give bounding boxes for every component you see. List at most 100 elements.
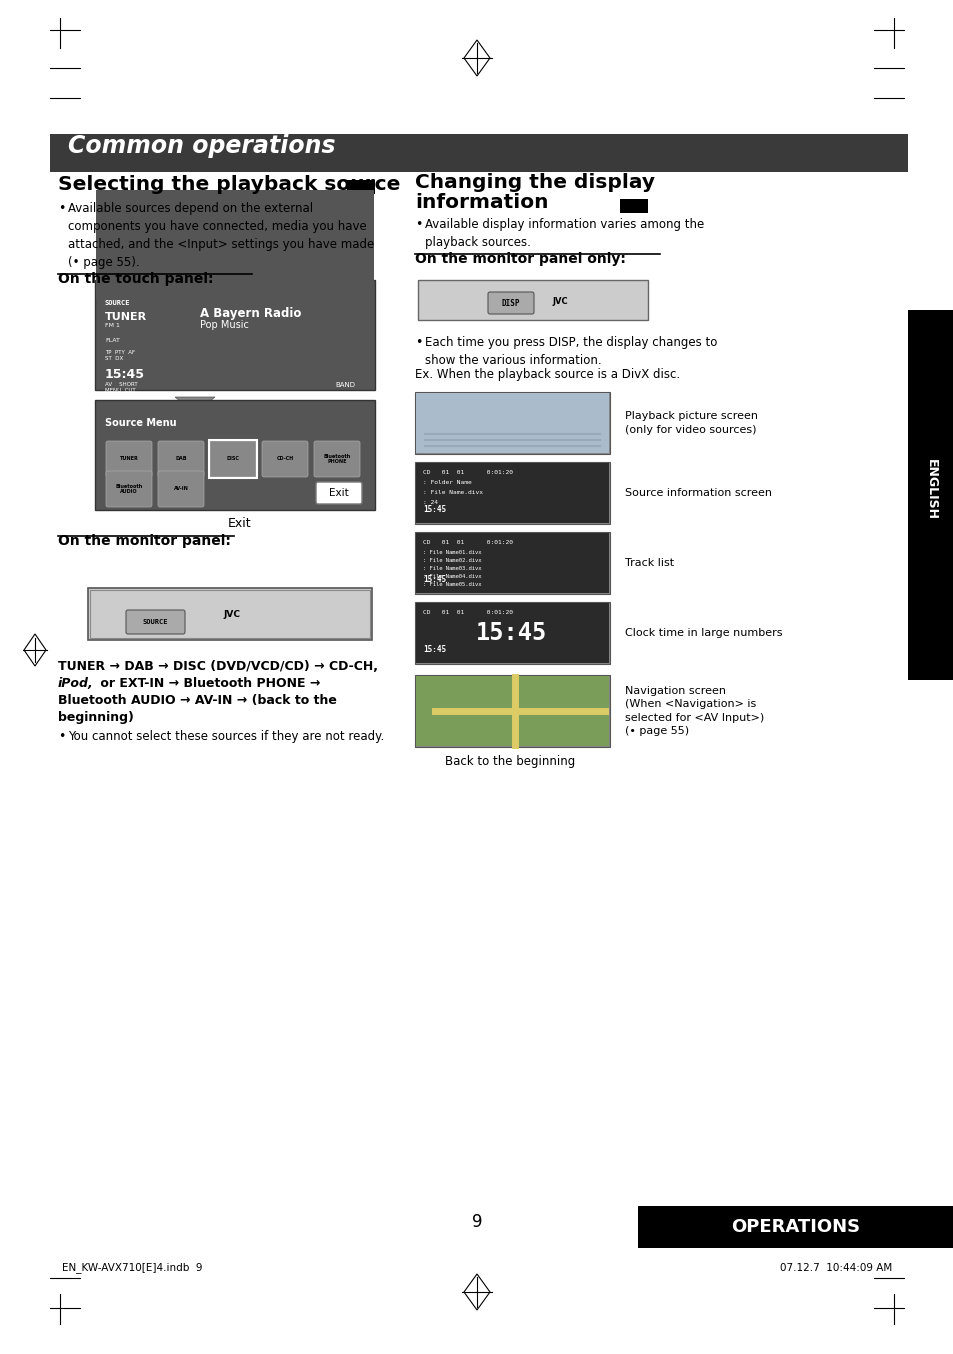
Text: FM 1: FM 1 bbox=[105, 324, 120, 328]
Text: : File Name04.divx: : File Name04.divx bbox=[422, 574, 481, 580]
Bar bbox=[96, 190, 374, 299]
FancyBboxPatch shape bbox=[315, 482, 361, 504]
Text: JVC: JVC bbox=[223, 611, 240, 620]
Bar bbox=[619, 199, 647, 213]
Text: EN_KW-AVX710[E]4.indb  9: EN_KW-AVX710[E]4.indb 9 bbox=[62, 1262, 202, 1274]
Text: AV-IN: AV-IN bbox=[173, 486, 189, 492]
Text: SOURCE: SOURCE bbox=[142, 619, 168, 626]
FancyBboxPatch shape bbox=[262, 441, 308, 477]
Text: : File Name05.divx: : File Name05.divx bbox=[422, 582, 481, 588]
Text: Pop Music: Pop Music bbox=[200, 320, 249, 330]
Text: Ex. When the playback source is a DivX disc.: Ex. When the playback source is a DivX d… bbox=[415, 368, 679, 380]
Text: CD   01  01      0:01:20: CD 01 01 0:01:20 bbox=[422, 470, 513, 475]
Text: TUNER: TUNER bbox=[105, 311, 147, 322]
Text: AV    SHORT
MENU  CUT: AV SHORT MENU CUT bbox=[105, 382, 137, 393]
Text: 07.12.7  10:44:09 AM: 07.12.7 10:44:09 AM bbox=[779, 1263, 891, 1273]
Bar bbox=[638, 1206, 953, 1248]
Text: TUNER → DAB → DISC (DVD/VCD/CD) → CD-CH,: TUNER → DAB → DISC (DVD/VCD/CD) → CD-CH, bbox=[58, 659, 377, 673]
Text: ENGLISH: ENGLISH bbox=[923, 459, 937, 520]
Bar bbox=[415, 603, 609, 663]
Text: Bluetooth AUDIO → AV-IN → (back to the: Bluetooth AUDIO → AV-IN → (back to the bbox=[58, 695, 336, 707]
Text: •: • bbox=[415, 336, 422, 349]
Text: : File Name01.divx: : File Name01.divx bbox=[422, 550, 481, 555]
Bar bbox=[415, 462, 609, 524]
Text: : 24: : 24 bbox=[422, 500, 437, 505]
Text: 15:45: 15:45 bbox=[105, 368, 145, 380]
FancyBboxPatch shape bbox=[126, 611, 185, 634]
Text: DISP: DISP bbox=[501, 298, 519, 307]
Bar bbox=[415, 532, 609, 594]
Text: 15:45: 15:45 bbox=[422, 575, 446, 584]
Text: Available sources depend on the external
components you have connected, media yo: Available sources depend on the external… bbox=[68, 202, 374, 269]
Text: Changing the display: Changing the display bbox=[415, 172, 655, 191]
Text: Selecting the playback source: Selecting the playback source bbox=[58, 175, 400, 194]
Text: BAND: BAND bbox=[335, 382, 355, 389]
Bar bbox=[95, 280, 375, 390]
Text: CD   01  01      0:01:20: CD 01 01 0:01:20 bbox=[422, 540, 513, 546]
Bar bbox=[415, 393, 609, 454]
FancyBboxPatch shape bbox=[488, 292, 534, 314]
Text: Bluetooth
PHONE: Bluetooth PHONE bbox=[323, 454, 351, 464]
Text: Exit: Exit bbox=[228, 517, 252, 529]
Text: On the touch panel:: On the touch panel: bbox=[58, 272, 213, 286]
FancyBboxPatch shape bbox=[106, 441, 152, 477]
Bar bbox=[90, 590, 370, 638]
Bar bbox=[88, 588, 372, 640]
FancyBboxPatch shape bbox=[314, 441, 359, 477]
Bar bbox=[907, 310, 953, 680]
Text: On the monitor panel:: On the monitor panel: bbox=[58, 533, 231, 548]
Bar bbox=[416, 463, 608, 523]
Text: : File Name03.divx: : File Name03.divx bbox=[422, 566, 481, 571]
Text: 15:45: 15:45 bbox=[422, 505, 446, 515]
FancyBboxPatch shape bbox=[210, 441, 255, 477]
Text: Clock time in large numbers: Clock time in large numbers bbox=[624, 628, 781, 638]
Text: information: information bbox=[415, 192, 548, 211]
Text: Exit: Exit bbox=[329, 487, 349, 498]
Polygon shape bbox=[174, 397, 214, 413]
Text: A Bayern Radio: A Bayern Radio bbox=[200, 307, 301, 320]
Text: Source Menu: Source Menu bbox=[105, 418, 176, 428]
Bar bbox=[50, 134, 907, 172]
Text: iPod,: iPod, bbox=[58, 677, 93, 691]
FancyBboxPatch shape bbox=[158, 441, 204, 477]
Text: Each time you press DISP, the display changes to
show the various information.: Each time you press DISP, the display ch… bbox=[424, 336, 717, 367]
Text: TUNER: TUNER bbox=[119, 456, 138, 462]
Text: •: • bbox=[415, 218, 422, 232]
Text: : Folder Name: : Folder Name bbox=[422, 481, 471, 485]
Text: On the monitor panel only:: On the monitor panel only: bbox=[415, 252, 625, 265]
Text: FLAT: FLAT bbox=[105, 338, 120, 343]
Bar bbox=[416, 533, 608, 593]
Text: You cannot select these sources if they are not ready.: You cannot select these sources if they … bbox=[68, 730, 384, 743]
Text: Source information screen: Source information screen bbox=[624, 487, 771, 498]
Bar bbox=[416, 393, 608, 454]
Text: OPERATIONS: OPERATIONS bbox=[731, 1219, 860, 1236]
Text: SOURCE: SOURCE bbox=[105, 301, 131, 306]
Text: •: • bbox=[58, 202, 66, 215]
Bar bbox=[347, 180, 375, 194]
Text: Navigation screen
(When <Navigation> is
selected for <AV Input>)
(• page 55): Navigation screen (When <Navigation> is … bbox=[624, 686, 763, 735]
Text: 15:45: 15:45 bbox=[476, 621, 547, 645]
Text: Back to the beginning: Back to the beginning bbox=[444, 756, 575, 768]
Bar bbox=[416, 676, 608, 746]
Text: Common operations: Common operations bbox=[68, 134, 335, 158]
Text: or EXT-IN → Bluetooth PHONE →: or EXT-IN → Bluetooth PHONE → bbox=[96, 677, 320, 691]
Text: Playback picture screen
(only for video sources): Playback picture screen (only for video … bbox=[624, 412, 758, 435]
Bar bbox=[415, 676, 609, 747]
Text: : File Name02.divx: : File Name02.divx bbox=[422, 558, 481, 563]
Text: 9: 9 bbox=[471, 1213, 482, 1231]
Text: 15:45: 15:45 bbox=[422, 645, 446, 654]
Text: •: • bbox=[58, 730, 66, 743]
Text: DISC: DISC bbox=[226, 456, 239, 462]
Text: DAB: DAB bbox=[175, 456, 187, 462]
Bar bbox=[95, 399, 375, 510]
Text: Available display information varies among the
playback sources.: Available display information varies amo… bbox=[424, 218, 703, 249]
Text: beginning): beginning) bbox=[58, 711, 133, 724]
FancyBboxPatch shape bbox=[158, 471, 204, 506]
Text: TP  PTY  AF
ST  DX: TP PTY AF ST DX bbox=[105, 349, 135, 360]
Bar bbox=[416, 603, 608, 663]
Text: CD   01  01      0:01:20: CD 01 01 0:01:20 bbox=[422, 611, 513, 615]
Text: JVC: JVC bbox=[552, 297, 567, 306]
Text: CD-CH: CD-CH bbox=[276, 456, 294, 462]
Text: : File Name.divx: : File Name.divx bbox=[422, 490, 482, 496]
Text: Bluetooth
AUDIO: Bluetooth AUDIO bbox=[115, 483, 143, 494]
